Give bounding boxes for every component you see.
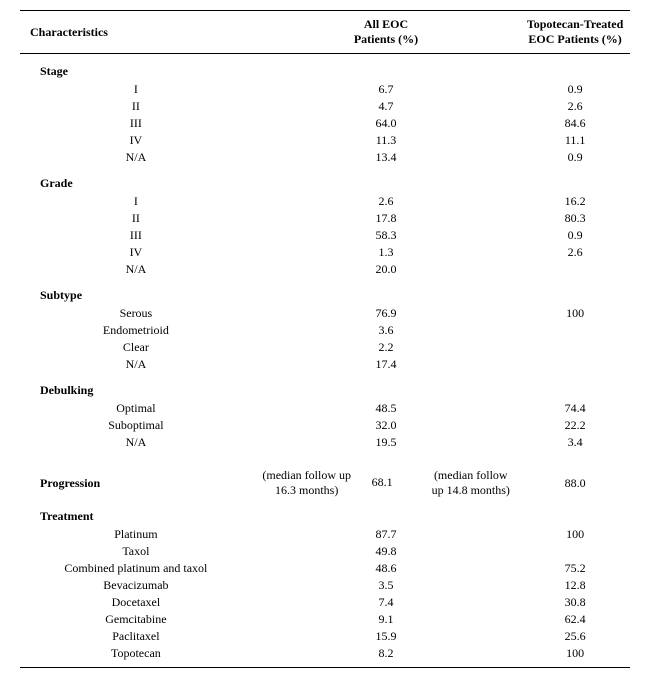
- value-all: 32.0: [252, 417, 520, 434]
- row-label: II: [20, 210, 252, 227]
- row-label: Gemcitabine: [20, 611, 252, 628]
- progression-topo-value: 88.0: [520, 467, 630, 499]
- section-title-progression: Progression: [20, 467, 252, 499]
- value-topo: 2.6: [520, 244, 630, 261]
- section-title: Stage: [20, 54, 630, 82]
- row-label: III: [20, 115, 252, 132]
- value-all: 58.3: [252, 227, 520, 244]
- value-topo: [520, 261, 630, 278]
- value-all: 8.2: [252, 645, 520, 668]
- value-all: 49.8: [252, 543, 520, 560]
- value-topo: 3.4: [520, 434, 630, 451]
- row-label: IV: [20, 132, 252, 149]
- section-title: Subtype: [20, 278, 630, 305]
- value-all: 19.5: [252, 434, 520, 451]
- value-topo: 100: [520, 305, 630, 322]
- value-all: 3.5: [252, 577, 520, 594]
- row-label: Paclitaxel: [20, 628, 252, 645]
- row-label: N/A: [20, 356, 252, 373]
- row-label: Suboptimal: [20, 417, 252, 434]
- value-topo: 100: [520, 645, 630, 668]
- value-topo: [520, 356, 630, 373]
- header-topotecan: Topotecan-Treated EOC Patients (%): [520, 11, 630, 54]
- value-all: 9.1: [252, 611, 520, 628]
- characteristics-table: Characteristics All EOC Patients (%) Top…: [20, 10, 630, 668]
- value-all: 20.0: [252, 261, 520, 278]
- value-all: 13.4: [252, 149, 520, 166]
- value-topo: 2.6: [520, 98, 630, 115]
- value-topo: [520, 339, 630, 356]
- row-label: II: [20, 98, 252, 115]
- value-all: 1.3: [252, 244, 520, 261]
- row-label: Bevacizumab: [20, 577, 252, 594]
- header-characteristics: Characteristics: [20, 11, 252, 54]
- row-label: N/A: [20, 434, 252, 451]
- row-label: Docetaxel: [20, 594, 252, 611]
- value-all: 6.7: [252, 81, 520, 98]
- value-all: 17.8: [252, 210, 520, 227]
- row-label: N/A: [20, 261, 252, 278]
- value-topo: 16.2: [520, 193, 630, 210]
- value-all: 87.7: [252, 526, 520, 543]
- row-label: Serous: [20, 305, 252, 322]
- row-label: IV: [20, 244, 252, 261]
- row-label: Taxol: [20, 543, 252, 560]
- value-all: 15.9: [252, 628, 520, 645]
- section-title: Grade: [20, 166, 630, 193]
- value-topo: 100: [520, 526, 630, 543]
- value-topo: [520, 322, 630, 339]
- value-topo: 84.6: [520, 115, 630, 132]
- value-topo: 74.4: [520, 400, 630, 417]
- value-all: 64.0: [252, 115, 520, 132]
- section-title: Debulking: [20, 373, 630, 400]
- value-all: 2.6: [252, 193, 520, 210]
- value-topo: 80.3: [520, 210, 630, 227]
- value-all: 4.7: [252, 98, 520, 115]
- value-topo: [520, 543, 630, 560]
- row-label: Endometrioid: [20, 322, 252, 339]
- value-topo: 0.9: [520, 227, 630, 244]
- value-topo: 62.4: [520, 611, 630, 628]
- value-topo: 0.9: [520, 149, 630, 166]
- row-label: N/A: [20, 149, 252, 166]
- value-topo: 0.9: [520, 81, 630, 98]
- value-all: 7.4: [252, 594, 520, 611]
- row-label: Clear: [20, 339, 252, 356]
- value-all: 2.2: [252, 339, 520, 356]
- row-label: Optimal: [20, 400, 252, 417]
- row-label: I: [20, 193, 252, 210]
- value-all: 48.6: [252, 560, 520, 577]
- value-topo: 75.2: [520, 560, 630, 577]
- value-topo: 12.8: [520, 577, 630, 594]
- value-topo: 25.6: [520, 628, 630, 645]
- value-topo: 22.2: [520, 417, 630, 434]
- section-title: Treatment: [20, 499, 630, 526]
- progression-all-value: 68.1: [372, 475, 412, 490]
- row-label: I: [20, 81, 252, 98]
- row-label: Platinum: [20, 526, 252, 543]
- value-all: 48.5: [252, 400, 520, 417]
- row-label: Topotecan: [20, 645, 252, 668]
- value-all: 17.4: [252, 356, 520, 373]
- value-all: 76.9: [252, 305, 520, 322]
- progression-all-note: (median follow up 16.3 months): [252, 467, 362, 499]
- value-all: 11.3: [252, 132, 520, 149]
- row-label: III: [20, 227, 252, 244]
- progression-topo-note: (median follow up 14.8 months): [432, 468, 510, 498]
- row-label: Combined platinum and taxol: [20, 560, 252, 577]
- value-topo: 11.1: [520, 132, 630, 149]
- value-topo: 30.8: [520, 594, 630, 611]
- header-all-eoc: All EOC Patients (%): [252, 11, 520, 54]
- progression-all-value: 68.1 (median follow up 14.8 months): [362, 467, 521, 499]
- value-all: 3.6: [252, 322, 520, 339]
